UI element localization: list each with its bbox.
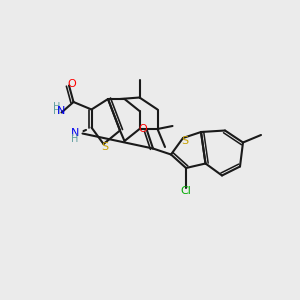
Text: O: O [138, 124, 147, 134]
Text: H: H [53, 101, 61, 112]
Text: S: S [101, 142, 108, 152]
Text: N: N [57, 106, 66, 116]
Text: H: H [71, 134, 79, 145]
Text: Cl: Cl [181, 185, 191, 196]
Text: H: H [53, 106, 61, 116]
Text: O: O [68, 79, 76, 89]
Text: N: N [71, 128, 79, 139]
Text: S: S [181, 136, 188, 146]
